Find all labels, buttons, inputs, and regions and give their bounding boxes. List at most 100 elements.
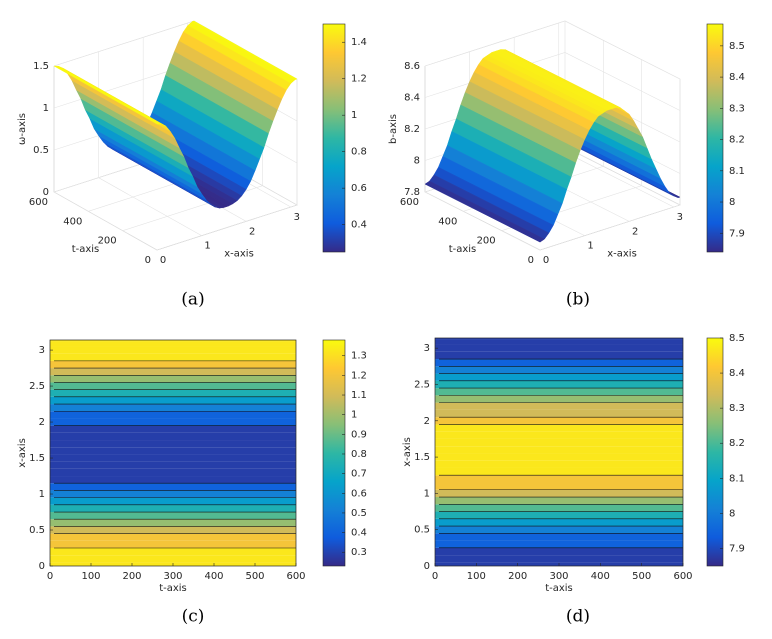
- y-tick-label: 0.5: [29, 525, 45, 536]
- colorbar-tick-label: 0.4: [351, 220, 367, 231]
- y-axis-label: x-axis: [402, 437, 413, 467]
- contour-band: [50, 411, 296, 419]
- contour-band: [50, 375, 296, 383]
- colorbar-tick-label: 8: [729, 508, 735, 519]
- z-tick-label: 7.8: [404, 187, 420, 198]
- caption: (b): [566, 290, 590, 310]
- contour-band: [50, 447, 296, 455]
- x-tick-label: 0: [160, 255, 166, 266]
- contour-band: [50, 461, 296, 469]
- contour-band: [50, 483, 296, 491]
- y-axis-label: x-axis: [17, 438, 28, 468]
- contour-band: [435, 482, 683, 490]
- colorbar-tick-label: 1.2: [351, 370, 367, 381]
- x-axis-label: x-axis: [607, 249, 637, 260]
- contour-band: [50, 555, 296, 563]
- colorbar-tick-label: 8.1: [729, 166, 745, 177]
- x-tick-label: 0: [543, 255, 549, 266]
- contour-band: [50, 468, 296, 477]
- colorbar-tick-label: 8.4: [729, 72, 745, 83]
- contour-band: [435, 547, 683, 556]
- t-tick-label: 200: [477, 236, 496, 247]
- contour-band: [435, 380, 683, 389]
- contour-band: [50, 341, 296, 347]
- surface-patch: [424, 180, 545, 243]
- contour-band: [435, 417, 683, 425]
- x-tick-label: 300: [163, 571, 182, 582]
- contour-band: [50, 396, 296, 405]
- colorbar-tick-label: 7.9: [729, 228, 745, 239]
- contour-band: [50, 512, 296, 520]
- y-tick-label: 2.5: [414, 379, 430, 390]
- contour-band: [50, 454, 296, 462]
- contour-band: [435, 359, 683, 367]
- y-tick-label: 0: [424, 561, 430, 572]
- contour-band: [435, 344, 683, 352]
- contour-band: [435, 467, 683, 476]
- contour-band: [50, 504, 296, 513]
- contour-band: [435, 373, 683, 381]
- colorbar-tick-label: 8.2: [729, 135, 745, 146]
- z-axis-label: ω-axis: [17, 113, 28, 145]
- z-tick-label: 8.4: [404, 93, 420, 104]
- contour-band: [50, 382, 296, 390]
- contour-band: [435, 438, 683, 447]
- contour-band: [435, 409, 683, 418]
- contour-band: [50, 389, 296, 397]
- y-tick-label: 0: [39, 561, 45, 572]
- colorbar-tick-label: 0.5: [351, 508, 367, 519]
- contour-band: [435, 526, 683, 534]
- colorbar-tick-label: 8.2: [729, 438, 745, 449]
- contour-band: [435, 533, 683, 541]
- colorbar-tick-label: 0.3: [351, 547, 367, 558]
- colorbar-tick-label: 8.3: [729, 103, 745, 114]
- x-tick-label: 1: [587, 241, 593, 252]
- x-tick-label: 200: [122, 571, 141, 582]
- x-tick-label: 100: [467, 571, 486, 582]
- contour-band: [50, 346, 296, 354]
- x-axis-label: t-axis: [159, 583, 187, 594]
- x-tick-label: 600: [286, 571, 305, 582]
- y-tick-label: 3: [424, 343, 430, 354]
- contour-band: [50, 548, 296, 556]
- contour-band: [50, 360, 296, 369]
- t-tick-label: 400: [438, 216, 457, 227]
- x-tick-label: 1: [204, 241, 210, 252]
- y-tick-label: 1: [39, 489, 45, 500]
- z-tick-label: 8.2: [404, 124, 420, 135]
- x-axis-label: x-axis: [224, 249, 254, 260]
- x-tick-label: 500: [245, 571, 264, 582]
- colorbar: [322, 23, 346, 253]
- contour-band: [435, 460, 683, 468]
- contour-band: [435, 475, 683, 483]
- contour-band: [435, 489, 683, 498]
- colorbar-tick-label: 1.2: [351, 74, 367, 85]
- caption: (a): [181, 290, 204, 310]
- t-tick-label: 600: [29, 197, 48, 208]
- colorbar-tick-label: 0.7: [351, 469, 367, 480]
- contour-band: [435, 351, 683, 360]
- contour-band: [435, 504, 683, 512]
- contour-band: [435, 424, 683, 432]
- colorbar-tick-label: 0.8: [351, 147, 367, 158]
- colorbar-tick-label: 8.1: [729, 473, 745, 484]
- y-tick-label: 1: [424, 488, 430, 499]
- contour-band: [50, 432, 296, 441]
- contour-band: [435, 339, 683, 345]
- contour-band: [50, 533, 296, 541]
- contour-band: [435, 497, 683, 505]
- colorbar-tick-label: 7.9: [729, 543, 745, 554]
- contour-band: [50, 490, 296, 498]
- x-tick-label: 0: [432, 571, 438, 582]
- colorbar: [706, 337, 724, 567]
- colorbar-tick-label: 0.6: [351, 183, 367, 194]
- x-axis-label: t-axis: [545, 583, 573, 594]
- x-tick-label: 2: [632, 226, 638, 237]
- t-tick-label: 0: [528, 255, 534, 266]
- contour-band: [435, 446, 683, 454]
- x-tick-label: 3: [294, 212, 300, 223]
- z-axis-label: b-axis: [388, 114, 399, 144]
- y-tick-label: 2: [39, 417, 45, 428]
- grid-line: [156, 79, 298, 251]
